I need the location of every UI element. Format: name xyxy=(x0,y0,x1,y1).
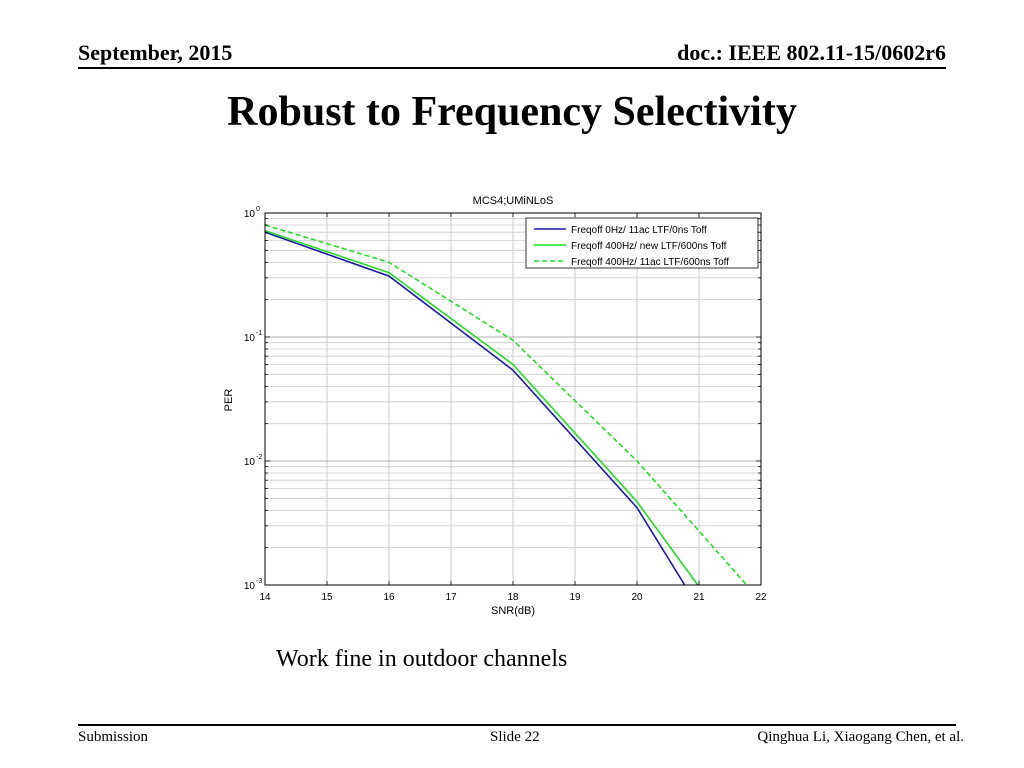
header-rule xyxy=(78,67,946,69)
x-tick-label: 16 xyxy=(383,592,395,603)
y-tick-label: 10 xyxy=(244,581,256,592)
footer-authors: Qinghua Li, Xiaogang Chen, et al. xyxy=(757,729,964,745)
x-tick-label: 21 xyxy=(693,592,705,603)
chart-series xyxy=(265,224,748,585)
footer-slide-number: Slide 22 xyxy=(490,729,540,745)
header-date: September, 2015 xyxy=(78,40,233,65)
y-tick-exponent: -1 xyxy=(256,330,262,337)
series-line-3 xyxy=(265,224,748,585)
y-tick-exponent: 0 xyxy=(256,206,260,213)
x-tick-label: 15 xyxy=(321,592,333,603)
x-ticks: 14 15 16 17 18 19 20 21 22 xyxy=(259,213,767,603)
y-axis-label: PER xyxy=(223,389,235,412)
x-tick-label: 17 xyxy=(445,592,457,603)
x-tick-label: 19 xyxy=(569,592,581,603)
chart-legend: Freqoff 0Hz/ 11ac LTF/0ns Toff Freqoff 40… xyxy=(525,217,759,269)
y-tick-label: 10 xyxy=(244,333,256,344)
footer-rule xyxy=(78,724,956,726)
header-doc-id: doc.: IEEE 802.11-15/0602r6 xyxy=(677,40,946,65)
series-line-2 xyxy=(265,229,699,585)
chart-grid xyxy=(265,213,761,585)
legend-box xyxy=(525,217,759,269)
x-tick-label: 18 xyxy=(507,592,519,603)
y-tick-exponent: -3 xyxy=(256,578,262,585)
footer-submission: Submission xyxy=(78,729,149,745)
chart-title: MCS4;UMiNLoS xyxy=(473,195,554,207)
y-tick-label: 10 xyxy=(244,209,256,220)
x-tick-label: 14 xyxy=(259,592,271,603)
y-tick-label: 10 xyxy=(244,457,256,468)
x-tick-label: 20 xyxy=(631,592,643,603)
slide-title: Robust to Frequency Selectivity xyxy=(227,89,797,135)
legend-label: Freqoff 400Hz/ new LTF/600ns Toff xyxy=(571,241,727,252)
series-line-1 xyxy=(265,231,686,585)
x-axis-label: SNR(dB) xyxy=(491,605,535,617)
legend-label: Freqoff 0Hz/ 11ac LTF/0ns Toff xyxy=(571,225,707,236)
legend-label: Freqoff 400Hz/ 11ac LTF/600ns Toff xyxy=(571,257,729,268)
x-tick-label: 22 xyxy=(755,592,767,603)
slide-caption: Work fine in outdoor channels xyxy=(276,646,568,672)
y-tick-exponent: -2 xyxy=(256,454,262,461)
